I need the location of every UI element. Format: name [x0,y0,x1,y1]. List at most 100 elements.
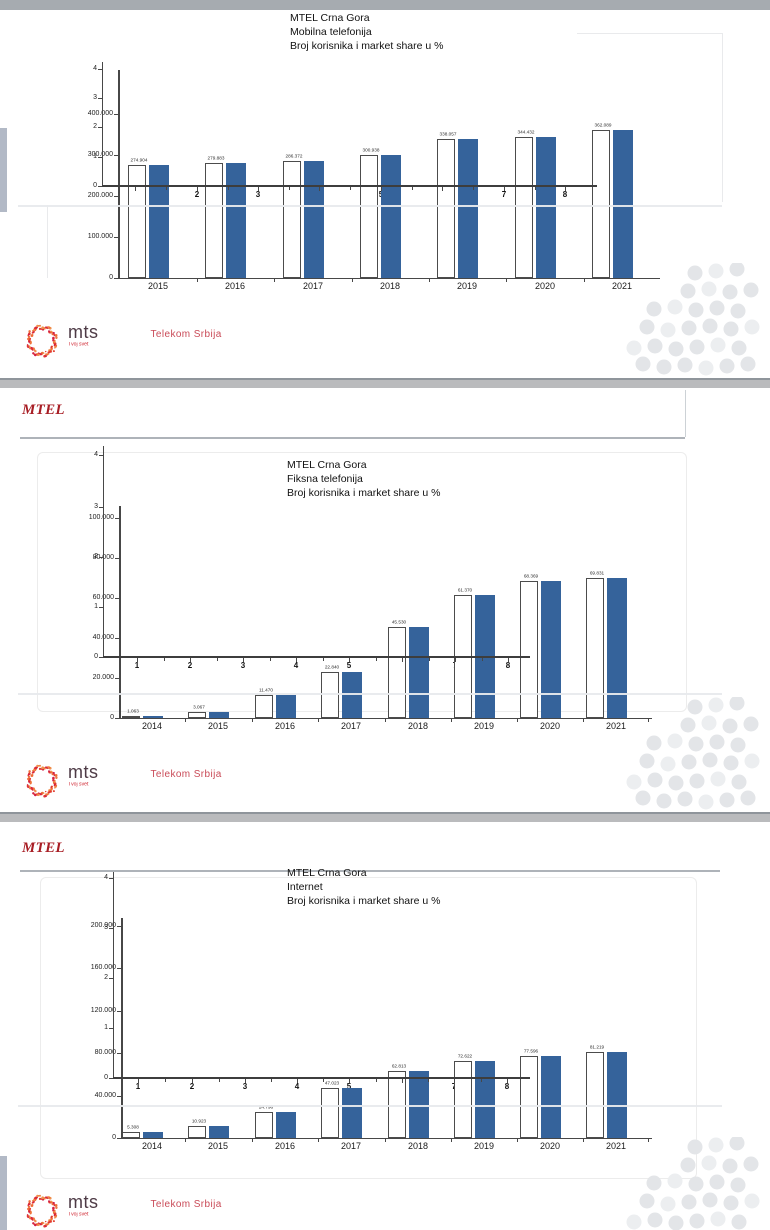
decorative-dot-cluster [626,1137,760,1230]
x-axis-tick [429,278,430,282]
bar-chart-internet: 0 40.000 80.000 120.000 160.000 200.000 5.308 2… [0,822,770,1230]
template-placeholder-frame [40,877,697,1179]
x-axis-tick [648,718,649,722]
bar-value-label: 10.923 [191,1119,207,1124]
overlay-y-tick [98,127,102,128]
overlay-x-minor-tick [376,658,377,661]
header-rule [20,437,685,439]
bar-value-label: 5.308 [127,1125,139,1130]
template-guide-line [577,33,722,34]
overlay-x-tick [507,1079,508,1083]
y-axis-tick-label: 40.000 [94,1092,116,1099]
chart-title-block: MTEL Crna Gora Fiksna telefonija Broj ko… [287,458,440,500]
overlay-x-tick [349,658,350,662]
template-guide-line [18,1105,722,1107]
overlay-y-tick [98,186,102,187]
overlay-x-tick [349,1079,350,1083]
overlay-x-axis-line [102,185,597,187]
bar-filled-2015 [209,712,229,718]
header-rule [20,870,720,872]
overlay-y-tick [99,557,103,558]
slide-separator [0,378,770,388]
overlay-y-axis-line [103,446,104,657]
x-axis-tick [274,278,275,282]
overlay-x-tick-label: 3 [255,190,261,199]
x-axis-tick [583,718,584,722]
slide-mobilna-telefonija: MTEL Crna Gora Mobilna telefonija Broj k… [0,10,770,378]
x-axis-tick [385,1138,386,1142]
overlay-x-tick [454,1079,455,1083]
bar-filled-2021 [613,130,633,278]
bar-outline-2015 [188,712,206,718]
bar-outline-2014 [122,716,140,718]
bar-value-label: 344.432 [517,130,535,135]
x-axis-year-label: 2020 [534,281,556,291]
bar-filled-2021 [607,578,627,718]
slide-fiksna-telefonija: MTEL MTEL Crna Gora Fiksna telefonija Br… [0,388,770,812]
y-axis-line [121,918,123,1139]
y-axis-tick-label: 400.000 [87,110,113,117]
bar-filled-2015 [209,1126,229,1138]
x-axis-tick [252,718,253,722]
mts-logo-sunburst-icon [26,324,58,358]
bar-filled-2016 [276,1112,296,1138]
chart-title-line: Internet [287,881,323,893]
x-axis-year-label: 2020 [539,1141,561,1151]
y-axis-tick-label: 80.000 [94,1049,116,1056]
overlay-y-tick [99,607,103,608]
template-guide-line [18,205,722,207]
overlay-x-tick [319,187,320,191]
overlay-x-minor-tick [473,187,474,190]
overlay-x-tick-label: 5 [373,190,389,199]
y-axis-line [119,506,121,719]
y-axis-tick-label: 100.000 [88,514,114,521]
overlay-x-minor-tick [482,658,483,661]
overlay-y-tick-label: 4 [94,451,98,458]
overlay-x-tick [138,1079,139,1083]
x-axis-tick [451,718,452,722]
bar-outline-2016 [205,163,223,278]
overlay-x-tick-label: 4 [293,661,299,670]
overlay-x-minor-tick [412,187,413,190]
mts-logo-sunburst-icon [26,764,58,798]
overlay-x-tick [296,658,297,662]
bar-value-label: 81.219 [589,1045,605,1050]
bar-outline-2020 [520,1056,538,1138]
y-axis-tick [117,968,122,969]
overlay-y-tick-label: 3 [104,924,108,931]
bar-value-label: 77.596 [523,1049,539,1054]
overlay-y-tick [109,1078,113,1079]
bar-filled-2019 [475,1061,495,1138]
bar-value-label: 61.370 [457,588,473,593]
bar-value-label: 286.372 [285,154,303,159]
overlay-x-minor-tick [166,187,167,190]
bar-outline-2017 [283,161,301,278]
overlay-x-tick-label: 2 [194,190,200,199]
x-axis-tick [385,718,386,722]
bar-value-label: 72.622 [457,1054,473,1059]
bar-filled-2018 [409,627,429,718]
x-axis-year-label: 2019 [473,721,495,731]
bar-outline-2018 [388,1071,406,1138]
overlay-x-tick [197,187,198,191]
x-axis-tick [648,1138,649,1142]
x-axis-year-label: 2016 [274,1141,296,1151]
bar-value-label: 338.057 [439,132,457,137]
bar-filled-2016 [276,695,296,718]
y-axis-tick [114,114,119,115]
bar-value-label: 68.369 [523,574,539,579]
mts-brand-footer: mts Tvoj svet Telekom Srbija [24,1193,222,1230]
x-axis-year-label: 2021 [605,1141,627,1151]
decorative-dot-cluster [626,697,760,810]
overlay-x-tick [192,1079,193,1083]
overlay-x-tick-label: 8 [562,190,568,199]
x-axis-tick [318,718,319,722]
bar-value-label: 69.831 [589,571,605,576]
x-axis-tick [583,1138,584,1142]
y-axis-tick [114,155,119,156]
bar-outline-2015 [188,1126,206,1138]
slide-header-mtel: MTEL [22,402,65,418]
overlay-y-tick [109,928,113,929]
y-axis-tick-label: 200.000 [87,192,113,199]
chart-title-line: Broj korisnika i market share u % [287,487,441,499]
